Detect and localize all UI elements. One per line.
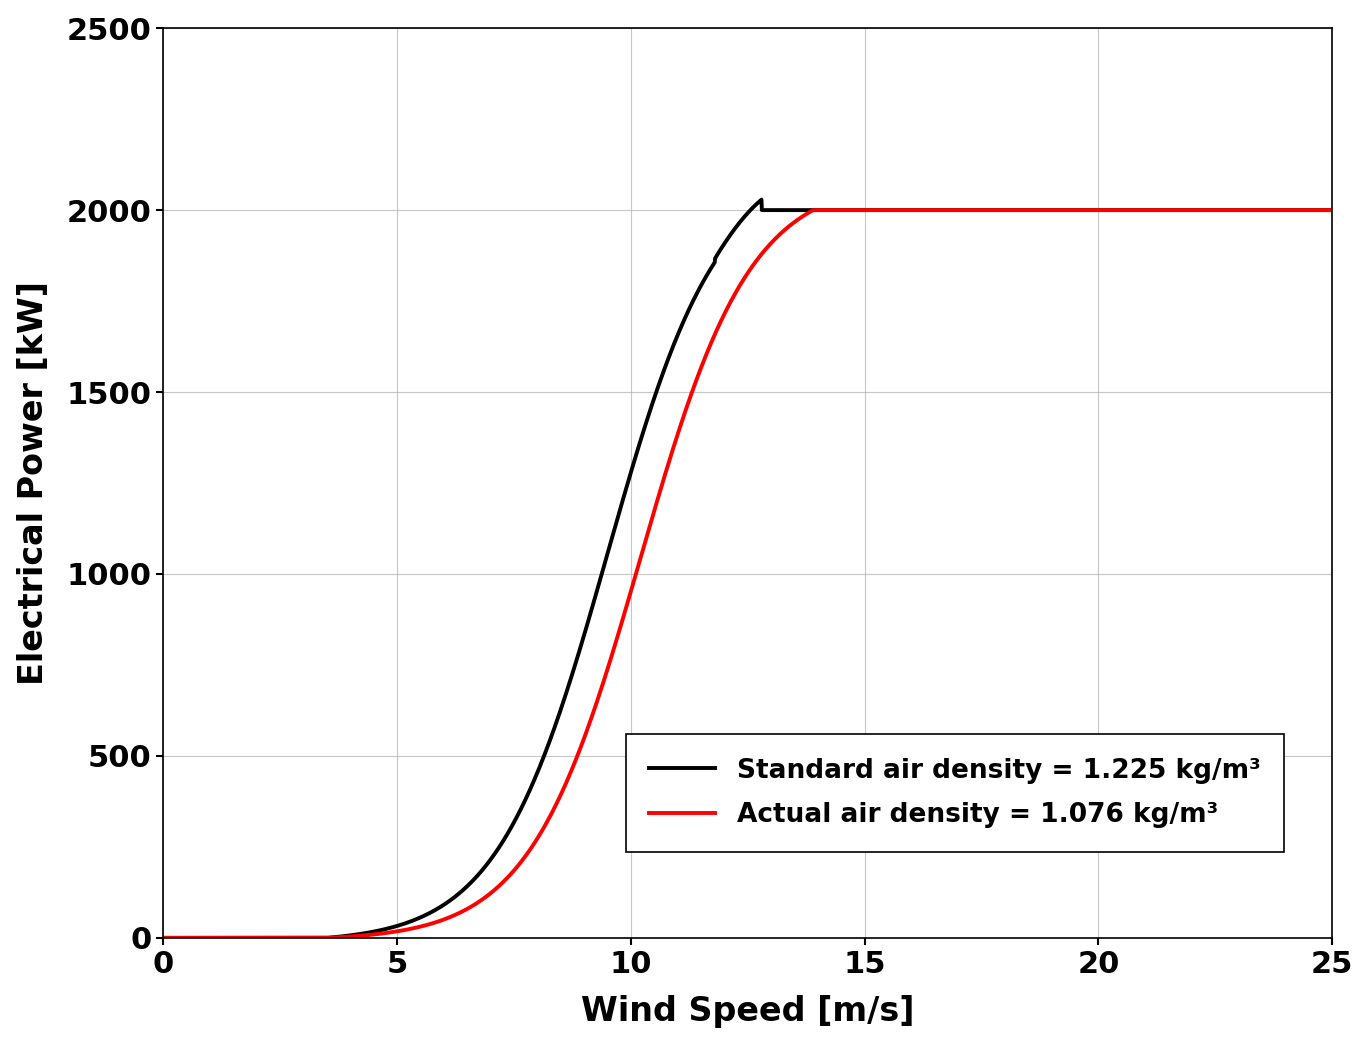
Actual air density = 1.076 kg/m³ xyxy=(155,931,171,944)
Actual air density = 1.076 kg/m³ xyxy=(806,204,822,216)
Standard air density = 1.225 kg/m³ xyxy=(603,534,619,547)
Actual air density = 1.076 kg/m³ xyxy=(1323,204,1340,216)
Standard air density = 1.225 kg/m³ xyxy=(754,193,770,206)
Standard air density = 1.225 kg/m³ xyxy=(1323,204,1340,216)
X-axis label: Wind Speed [m/s]: Wind Speed [m/s] xyxy=(581,995,914,1028)
Standard air density = 1.225 kg/m³ xyxy=(1175,204,1192,216)
Legend: Standard air density = 1.225 kg/m³, Actual air density = 1.076 kg/m³: Standard air density = 1.225 kg/m³, Actu… xyxy=(626,734,1284,852)
Line: Standard air density = 1.225 kg/m³: Standard air density = 1.225 kg/m³ xyxy=(163,200,1332,937)
Standard air density = 1.225 kg/m³ xyxy=(1302,204,1318,216)
Actual air density = 1.076 kg/m³ xyxy=(1302,204,1318,216)
Y-axis label: Electrical Power [kW]: Electrical Power [kW] xyxy=(16,281,49,686)
Actual air density = 1.076 kg/m³ xyxy=(603,650,619,663)
Actual air density = 1.076 kg/m³ xyxy=(288,931,304,944)
Actual air density = 1.076 kg/m³ xyxy=(653,479,670,491)
Line: Actual air density = 1.076 kg/m³: Actual air density = 1.076 kg/m³ xyxy=(163,210,1332,937)
Standard air density = 1.225 kg/m³ xyxy=(653,369,670,381)
Actual air density = 1.076 kg/m³ xyxy=(1175,204,1192,216)
Standard air density = 1.225 kg/m³ xyxy=(288,931,304,944)
Standard air density = 1.225 kg/m³ xyxy=(155,931,171,944)
Standard air density = 1.225 kg/m³ xyxy=(358,927,374,939)
Actual air density = 1.076 kg/m³ xyxy=(358,929,374,942)
